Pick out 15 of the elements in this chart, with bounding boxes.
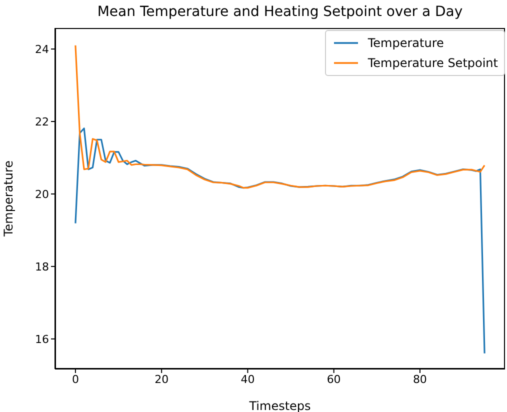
y-axis-title: Temperature — [1, 160, 16, 238]
y-tick-label: 24 — [35, 42, 49, 56]
x-tick-label: 60 — [326, 372, 341, 386]
chart-title: Mean Temperature and Heating Setpoint over a Day — [96, 4, 464, 20]
y-tick-label: 22 — [35, 115, 49, 128]
line-series — [74, 128, 486, 354]
x-tick-label: 40 — [240, 372, 255, 386]
legend-label: Temperature — [368, 35, 444, 52]
y-tick-label: 20 — [35, 188, 49, 201]
y-tick-label: 18 — [35, 260, 49, 274]
x-tick-label: 0 — [72, 372, 79, 386]
x-tick-label: 20 — [154, 372, 169, 386]
x-tick-label: 80 — [412, 372, 427, 386]
legend-label: Temperature Setpoint — [368, 55, 498, 72]
y-tick-label: 16 — [35, 332, 49, 346]
